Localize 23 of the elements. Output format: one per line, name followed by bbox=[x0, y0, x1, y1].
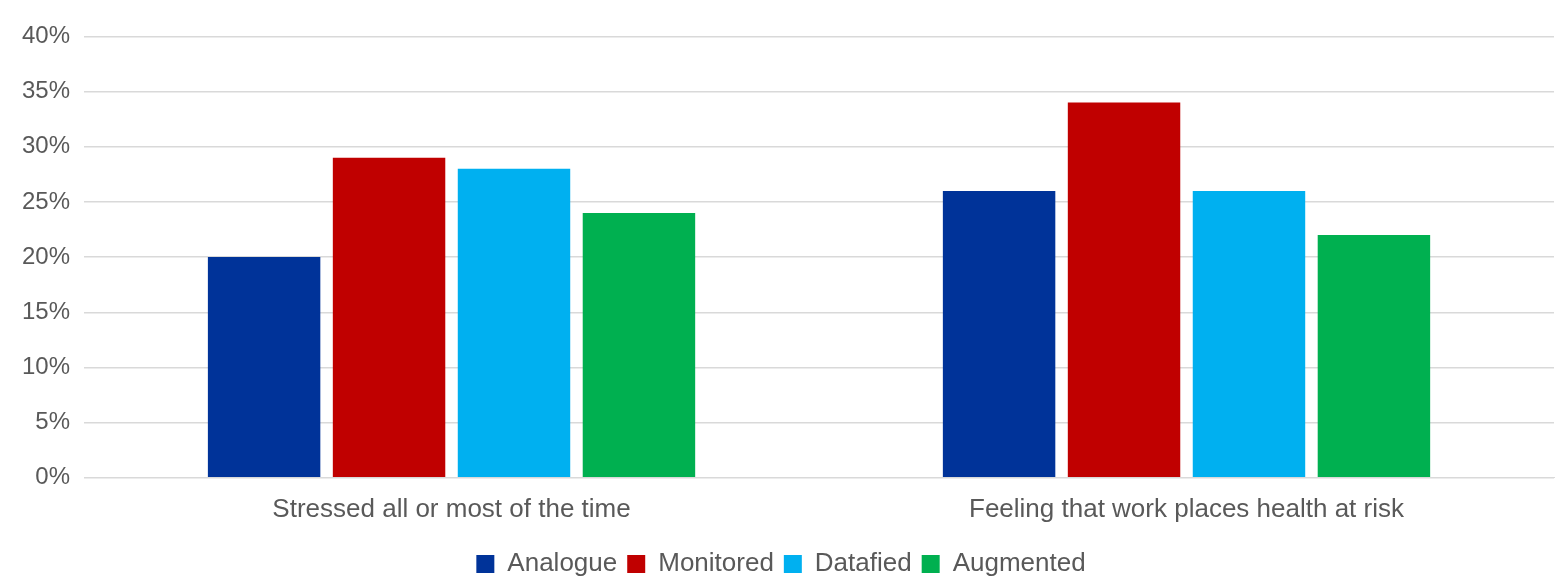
bar bbox=[332, 157, 446, 478]
y-tick-label: 0% bbox=[35, 462, 71, 490]
bar bbox=[207, 257, 321, 478]
y-tick-label: 30% bbox=[21, 131, 71, 159]
y-tick-label: 25% bbox=[21, 186, 71, 214]
bar bbox=[457, 168, 571, 478]
y-tick-label: 40% bbox=[21, 21, 71, 49]
y-tick-label: 20% bbox=[21, 241, 71, 269]
legend-label: Analogue bbox=[507, 547, 618, 578]
y-tick-label: 10% bbox=[21, 352, 71, 380]
bar bbox=[942, 190, 1056, 478]
y-tick-label: 5% bbox=[35, 407, 71, 435]
y-tick-label: 15% bbox=[21, 296, 71, 324]
legend-label: Augmented bbox=[952, 547, 1086, 578]
y-tick-label: 35% bbox=[21, 76, 71, 104]
x-tick-label: Feeling that work places health at risk bbox=[969, 492, 1405, 523]
bar bbox=[1067, 102, 1181, 478]
bar bbox=[1317, 235, 1431, 478]
x-tick-label: Stressed all or most of the time bbox=[272, 492, 631, 523]
bar bbox=[1192, 190, 1306, 478]
legend-label: Datafied bbox=[814, 547, 912, 578]
legend-label: Monitored bbox=[658, 547, 774, 578]
bar bbox=[582, 212, 696, 478]
